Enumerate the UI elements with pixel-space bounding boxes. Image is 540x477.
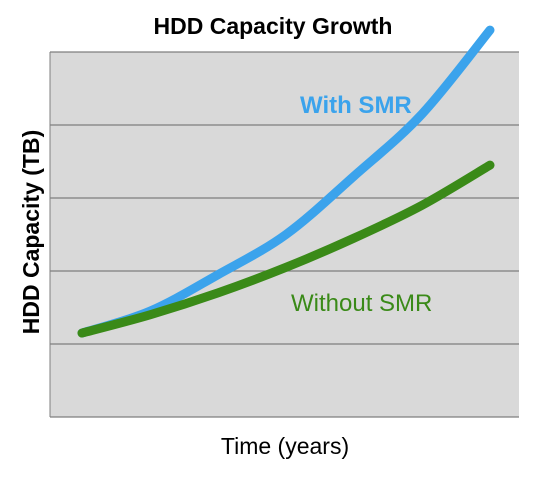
series-label-without-smr: Without SMR bbox=[291, 290, 432, 317]
y-axis-label: HDD Capacity (TB) bbox=[18, 130, 44, 334]
series-layer bbox=[77, 25, 495, 338]
series-label-with-smr: With SMR bbox=[300, 92, 412, 119]
chart-title: HDD Capacity Growth bbox=[154, 13, 393, 39]
series-line-without-smr bbox=[77, 160, 495, 338]
x-axis-label: Time (years) bbox=[221, 433, 349, 459]
